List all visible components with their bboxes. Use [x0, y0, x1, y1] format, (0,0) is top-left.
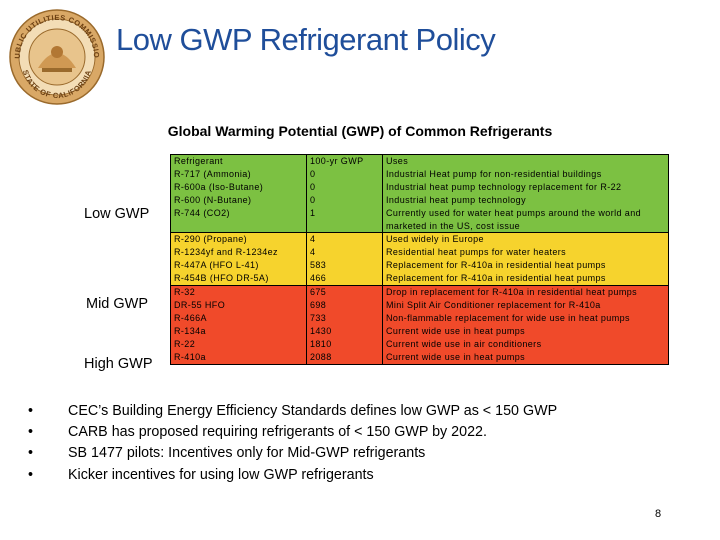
cpuc-seal-logo: PUBLIC UTILITIES COMMISSION STATE OF CAL… [5, 1, 106, 106]
bullet-text: CEC’s Building Energy Efficiency Standar… [68, 403, 558, 419]
cell-refrigerant: R-447A (HFO L-41) [170, 259, 307, 273]
cell-gwp: 1430 [306, 324, 383, 338]
cell-refrigerant: R-410a [170, 350, 307, 365]
cell-gwp: 466 [306, 272, 383, 286]
cell-uses: Currently used for water heat pumps arou… [382, 206, 669, 233]
cell-refrigerant: R-600a (Iso-Butane) [170, 180, 307, 194]
table-title: Global Warming Potential (GWP) of Common… [167, 123, 553, 139]
bullet-item: • Kicker incentives for using low GWP ref… [22, 465, 702, 486]
cell-gwp: 2088 [306, 350, 383, 365]
cell-gwp: 0 [306, 180, 383, 194]
table-row: R-717 (Ammonia) 0 Industrial Heat pump for… [170, 167, 669, 181]
cell-uses: Drop in replacement for R-410a in reside… [382, 285, 669, 299]
table-row: R-600a (Iso-Butane) 0 Industrial heat pump… [170, 180, 669, 194]
bullet-item: • CARB has proposed requiring refrigerant… [22, 422, 702, 443]
bullet-item: • SB 1477 pilots: Incentives only for Mid… [22, 443, 702, 464]
tier-label-mid: Mid GWP [86, 296, 149, 312]
refrigerant-table: Refrigerant 100-yr GWP Uses R-717 (Ammonia)… [170, 153, 669, 365]
table-row: R-466A 733 Non-flammable replacement for w… [170, 311, 669, 325]
cell-uses: Non-flammable replacement for wide use i… [382, 311, 669, 325]
table-row: R-1234yf and R-1234ez 4 Residential heat p… [170, 246, 669, 260]
cell-refrigerant: R-600 (N-Butane) [170, 193, 307, 207]
bullet-icon: • [28, 445, 34, 462]
cell-uses: Mini Split Air Conditioner replacement f… [382, 298, 669, 312]
bullet-icon: • [28, 403, 34, 419]
cell-uses: Industrial heat pump technology replacem… [382, 180, 669, 194]
cell-refrigerant: DR-55 HFO [170, 298, 307, 312]
cell-gwp: 698 [306, 298, 383, 312]
table-row: R-32 675 Drop in replacement for R-410a in… [170, 285, 669, 299]
table-row: DR-55 HFO 698 Mini Split Air Conditioner r… [170, 298, 669, 312]
bullet-icon: • [28, 424, 34, 441]
page-number: 8 [655, 508, 662, 520]
cell-refrigerant: R-744 (CO2) [170, 206, 307, 233]
cell-refrigerant: R-466A [170, 311, 307, 325]
bullet-item: • CEC’s Building Energy Efficiency Standa… [22, 401, 702, 422]
cell-uses: Replacement for R-410a in residential he… [382, 272, 669, 286]
bullet-icon: • [28, 466, 34, 483]
bullet-list: • CEC’s Building Energy Efficiency Standa… [22, 401, 702, 486]
table-row: R-600 (N-Butane) 0 Industrial heat pump te… [170, 193, 669, 207]
cell-gwp: 0 [306, 167, 383, 181]
cell-refrigerant: R-134a [170, 324, 307, 338]
cell-uses: Current wide use in heat pumps [382, 324, 669, 338]
table-row: R-447A (HFO L-41) 583 Replacement for R-41… [170, 259, 669, 273]
cell-refrigerant: R-22 [170, 337, 307, 351]
table-row: R-22 1810 Current wide use in air conditio… [170, 337, 669, 351]
table-row: R-744 (CO2) 1 Currently used for water hea… [170, 206, 669, 233]
bullet-text: SB 1477 pilots: Incentives only for Mid-… [68, 445, 426, 462]
cell-uses: Industrial heat pump technology [382, 193, 669, 207]
cell-uses: Residential heat pumps for water heaters [382, 246, 669, 260]
header-uses: Uses [382, 153, 669, 168]
table-row: R-134a 1430 Current wide use in heat pumps [170, 324, 669, 338]
cell-gwp: 0 [306, 193, 383, 207]
table-header-row: Refrigerant 100-yr GWP Uses [170, 153, 669, 168]
tier-label-low: Low GWP [84, 206, 150, 222]
cell-gwp: 675 [306, 285, 383, 299]
cell-refrigerant: R-454B (HFO DR-5A) [170, 272, 307, 286]
table-row: R-454B (HFO DR-5A) 466 Replacement for R-4… [170, 272, 669, 286]
cell-gwp: 1 [306, 206, 383, 233]
header-refrigerant: Refrigerant [170, 153, 307, 168]
table-row: R-410a 2088 Current wide use in heat pumps [170, 350, 669, 365]
cell-gwp: 583 [306, 259, 383, 273]
cell-gwp: 4 [306, 232, 383, 247]
bullet-text: CARB has proposed requiring refrigerants… [68, 424, 487, 441]
cell-uses: Used widely in Europe [382, 232, 669, 247]
cell-refrigerant: R-290 (Propane) [170, 232, 307, 247]
slide-title: Low GWP Refrigerant Policy [116, 22, 496, 57]
cell-uses: Replacement for R-410a in residential he… [382, 259, 669, 273]
cell-refrigerant: R-717 (Ammonia) [170, 167, 307, 181]
cell-refrigerant: R-32 [170, 285, 307, 299]
cell-gwp: 1810 [306, 337, 383, 351]
table-row: R-290 (Propane) 4 Used widely in Europe [170, 232, 669, 247]
cell-uses: Current wide use in air conditioners [382, 337, 669, 351]
cell-gwp: 4 [306, 246, 383, 260]
cell-uses: Current wide use in heat pumps [382, 350, 669, 365]
cell-uses: Industrial Heat pump for non-residential… [382, 167, 669, 181]
bullet-text: Kicker incentives for using low GWP refr… [68, 466, 374, 483]
cell-refrigerant: R-1234yf and R-1234ez [170, 246, 307, 260]
cell-gwp: 733 [306, 311, 383, 325]
tier-label-high: High GWP [84, 356, 153, 372]
header-gwp: 100-yr GWP [306, 153, 383, 168]
